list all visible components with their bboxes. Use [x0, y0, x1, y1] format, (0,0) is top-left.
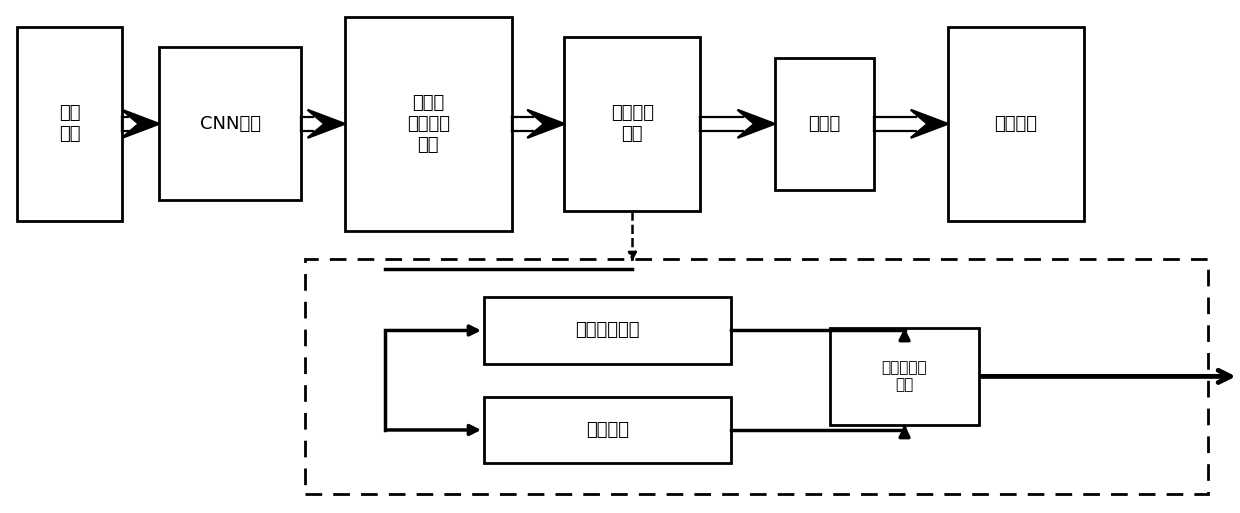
- Text: 特征的高阶
融合: 特征的高阶 融合: [882, 360, 928, 392]
- Bar: [775, 57, 874, 190]
- Polygon shape: [910, 110, 947, 138]
- Bar: [947, 27, 1084, 221]
- Bar: [159, 47, 301, 201]
- Text: 卷积层: 卷积层: [808, 115, 841, 133]
- Polygon shape: [308, 110, 345, 138]
- Bar: [305, 259, 1208, 494]
- Polygon shape: [527, 110, 564, 138]
- Bar: [17, 27, 122, 221]
- Bar: [484, 298, 732, 364]
- Bar: [484, 397, 732, 463]
- Text: 输入
图像: 输入 图像: [58, 105, 81, 143]
- Text: 自注意力支路: 自注意力支路: [575, 322, 640, 340]
- Text: 自注意力
模块: 自注意力 模块: [611, 105, 653, 143]
- Bar: [831, 328, 978, 425]
- Text: 粗精度
高分辨率
图像: 粗精度 高分辨率 图像: [407, 94, 450, 153]
- Text: 主干支路: 主干支路: [587, 421, 629, 439]
- Bar: [564, 37, 701, 210]
- Bar: [345, 17, 512, 231]
- Polygon shape: [738, 110, 775, 138]
- Text: 输出图像: 输出图像: [994, 115, 1038, 133]
- Polygon shape: [122, 110, 159, 138]
- Text: CNN网络: CNN网络: [200, 115, 260, 133]
